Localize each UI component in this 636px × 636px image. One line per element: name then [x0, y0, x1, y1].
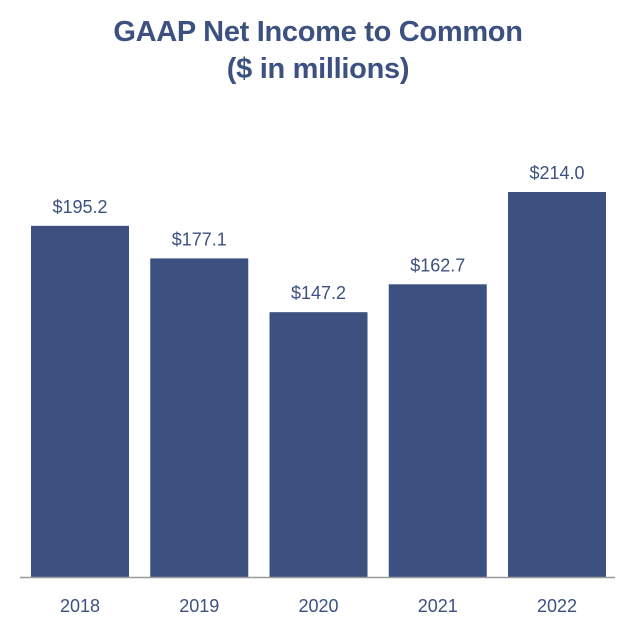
chart-title: GAAP Net Income to Common	[113, 16, 523, 48]
bar-2021	[388, 284, 487, 577]
chart-subtitle: ($ in millions)	[226, 53, 410, 85]
x-tick-label-2018: 2018	[60, 596, 100, 616]
x-tick-labels-group: 2018 2019 2020 2021 2022	[60, 596, 577, 616]
value-label-2018: $195.2	[52, 197, 107, 217]
value-label-2019: $177.1	[172, 229, 227, 249]
x-tick-label-2021: 2021	[418, 596, 458, 616]
value-label-2021: $162.7	[410, 255, 465, 275]
x-tick-label-2020: 2020	[298, 596, 338, 616]
chart-title-block: GAAP Net Income to Common ($ in millions…	[0, 14, 636, 88]
value-label-2020: $147.2	[291, 283, 346, 303]
x-tick-label-2019: 2019	[179, 596, 219, 616]
value-label-2022: $214.0	[529, 163, 584, 183]
value-labels-group: $195.2 $177.1 $147.2 $162.7 $214.0	[52, 163, 584, 303]
bar-2019	[150, 258, 249, 577]
bar-2018	[31, 225, 129, 577]
x-tick-label-2022: 2022	[537, 596, 577, 616]
bar-2020	[269, 312, 368, 577]
bars-group	[31, 192, 606, 577]
bar-2022	[508, 192, 606, 577]
